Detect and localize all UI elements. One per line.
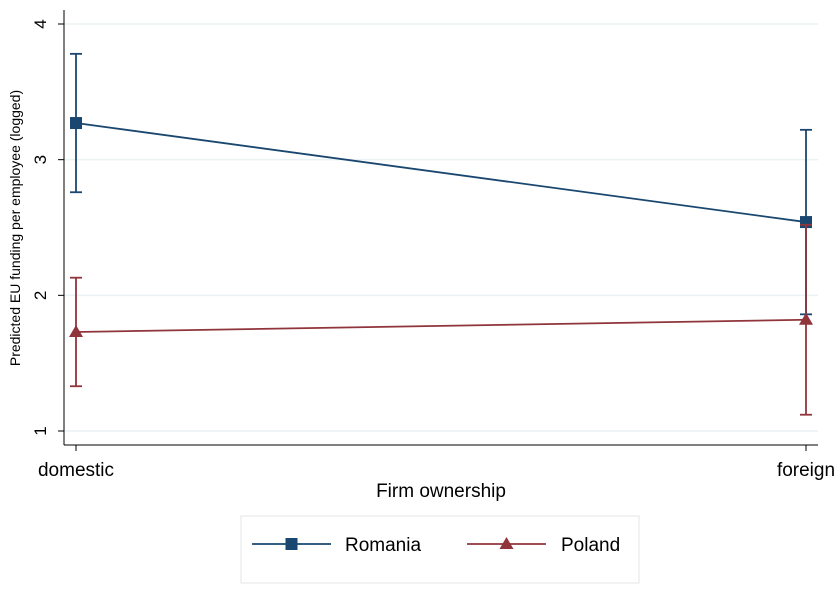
data-point (799, 312, 813, 325)
data-point (69, 324, 83, 337)
series-line (75, 318, 807, 333)
series-line (75, 122, 807, 223)
y-tick-label: 2 (31, 291, 50, 300)
legend: Romania Poland (240, 515, 640, 584)
series-romania (70, 52, 812, 316)
y-tick-label: 1 (31, 426, 50, 435)
legend-swatch-marker (499, 537, 514, 549)
legend-item-romania: Romania (252, 535, 421, 556)
series-layer (69, 52, 813, 416)
x-tick-label: domestic (38, 460, 114, 481)
x-tick-label: foreign (777, 460, 835, 481)
y-tick-layer: 1 2 3 4 (31, 19, 64, 436)
y-tick-label: 4 (31, 19, 50, 28)
series-poland (69, 223, 813, 416)
legend-item-poland: Poland (467, 535, 620, 556)
legend-label: Romania (345, 535, 421, 556)
x-tick-layer: domestic foreign (38, 445, 835, 481)
legend-swatch-marker (285, 538, 298, 550)
y-tick-label: 3 (31, 155, 50, 164)
legend-label: Poland (561, 535, 620, 556)
legend-box (240, 515, 640, 584)
data-point (70, 117, 82, 130)
x-axis-title: Firm ownership (376, 481, 506, 502)
grid-layer (64, 23, 818, 432)
y-axis-title: Predicted EU funding per employee (logge… (7, 90, 23, 366)
axes-layer (63, 10, 818, 446)
